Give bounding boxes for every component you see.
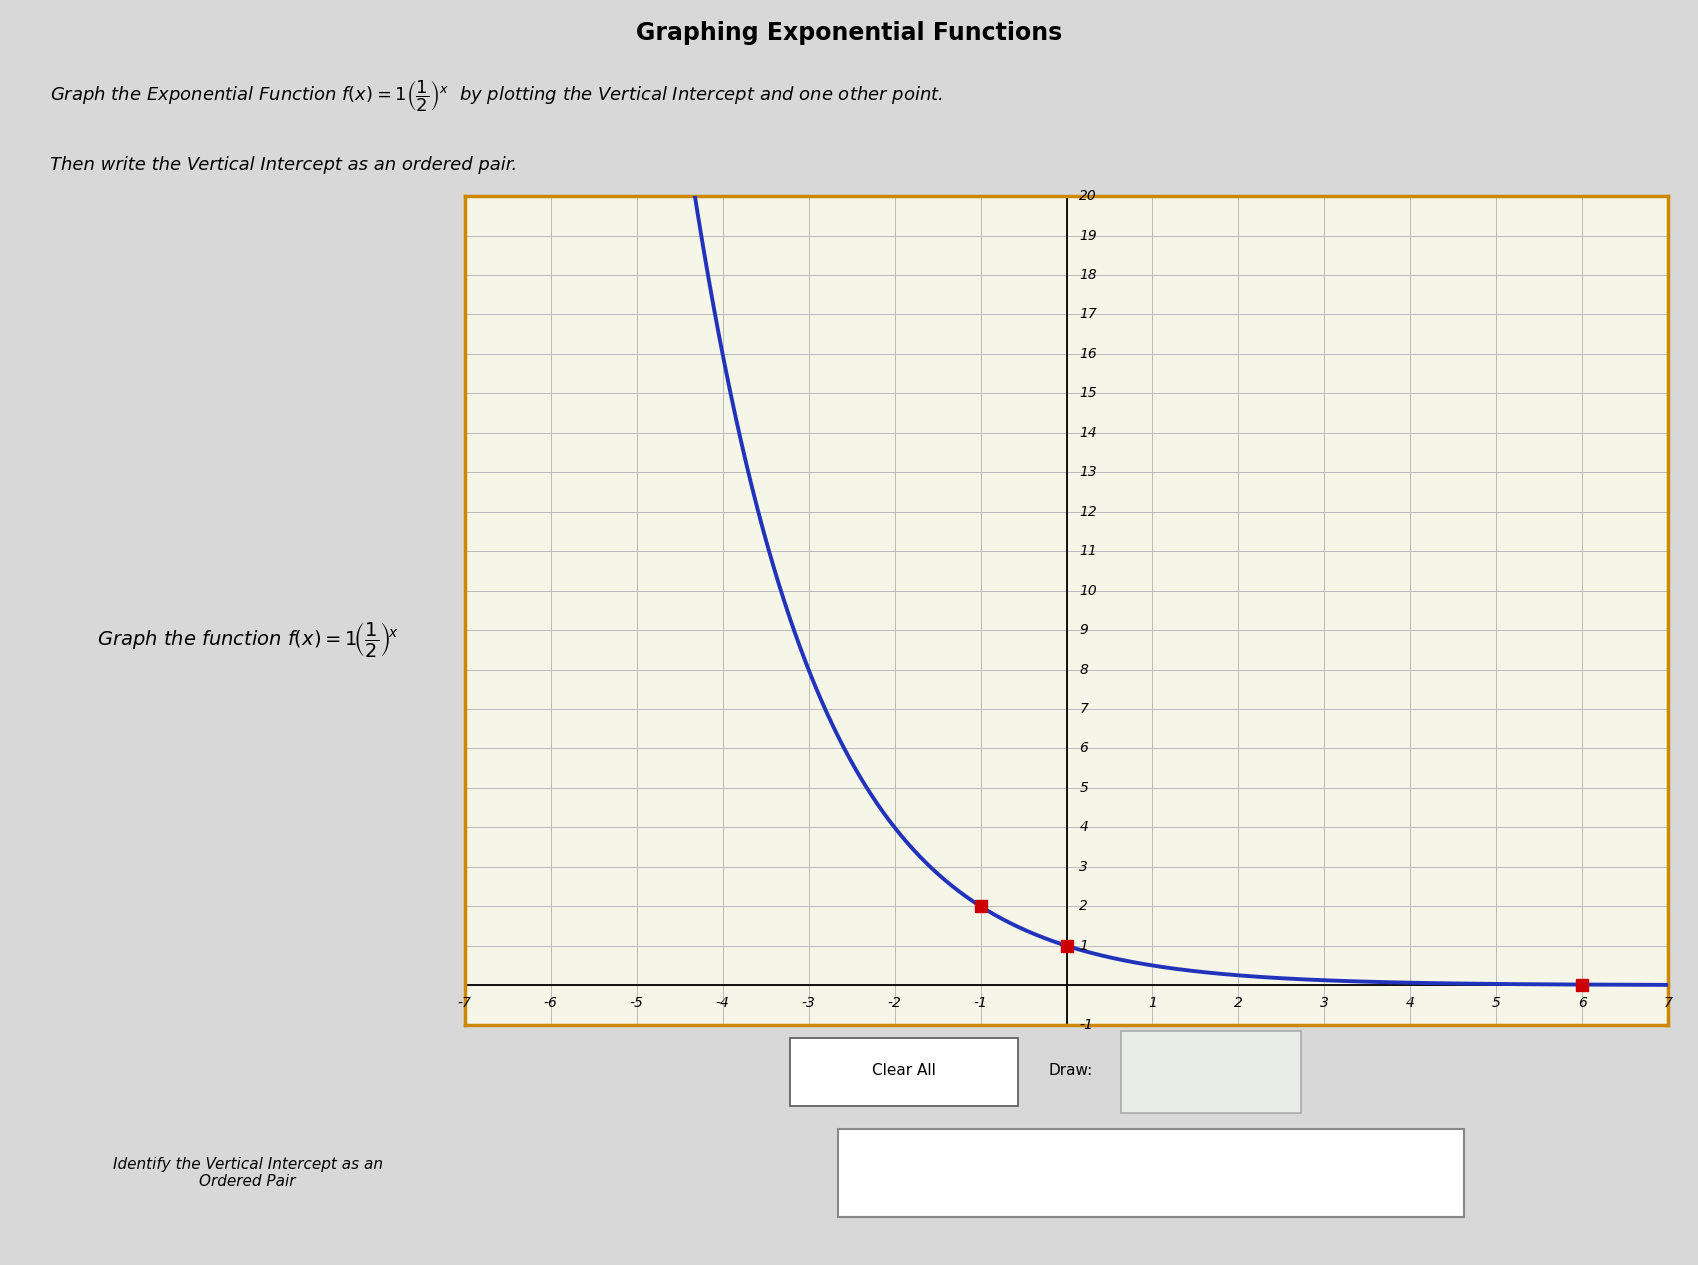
Text: 12: 12 bbox=[1078, 505, 1097, 519]
Text: 18: 18 bbox=[1078, 268, 1097, 282]
Text: Graph the Exponential Function $f(x) = 1\left(\dfrac{1}{2}\right)^x$  by plottin: Graph the Exponential Function $f(x) = 1… bbox=[51, 78, 942, 114]
Text: -1: -1 bbox=[1078, 1017, 1092, 1032]
Text: 19: 19 bbox=[1078, 229, 1097, 243]
Text: 7: 7 bbox=[1078, 702, 1088, 716]
Text: 16: 16 bbox=[1078, 347, 1097, 361]
Text: 3: 3 bbox=[1319, 997, 1328, 1011]
Text: 13: 13 bbox=[1078, 466, 1097, 479]
Text: 5: 5 bbox=[1491, 997, 1499, 1011]
Text: ✓: ✓ bbox=[927, 1157, 951, 1185]
Text: -2: -2 bbox=[886, 997, 902, 1011]
Text: 4: 4 bbox=[1406, 997, 1414, 1011]
Text: Graphing Exponential Functions: Graphing Exponential Functions bbox=[637, 22, 1061, 44]
Text: 14: 14 bbox=[1078, 426, 1097, 440]
Text: 4: 4 bbox=[1078, 821, 1088, 835]
Text: 7: 7 bbox=[1662, 997, 1673, 1011]
Text: 6: 6 bbox=[1078, 741, 1088, 755]
Text: -1: -1 bbox=[973, 997, 987, 1011]
Text: -3: -3 bbox=[801, 997, 815, 1011]
Text: Clear All: Clear All bbox=[871, 1063, 936, 1078]
Text: 2: 2 bbox=[1078, 899, 1088, 913]
Text: -7: -7 bbox=[457, 997, 472, 1011]
Text: 20: 20 bbox=[1078, 188, 1097, 204]
Text: 15: 15 bbox=[1078, 386, 1097, 400]
FancyBboxPatch shape bbox=[1121, 1031, 1301, 1113]
Text: -4: -4 bbox=[715, 997, 728, 1011]
Text: 6: 6 bbox=[1577, 997, 1586, 1011]
Text: -5: -5 bbox=[630, 997, 644, 1011]
Text: 2: 2 bbox=[1233, 997, 1243, 1011]
Text: 3: 3 bbox=[1078, 860, 1088, 874]
Text: Then write the Vertical Intercept as an ordered pair.: Then write the Vertical Intercept as an … bbox=[51, 157, 518, 175]
Text: -6: -6 bbox=[543, 997, 557, 1011]
Text: 9: 9 bbox=[1078, 624, 1088, 638]
Text: 1: 1 bbox=[1148, 997, 1156, 1011]
Text: Graph the function $f(x) = 1\!\left(\dfrac{1}{2}\right)^{\!x}$: Graph the function $f(x) = 1\!\left(\dfr… bbox=[97, 620, 399, 659]
Text: 17: 17 bbox=[1078, 307, 1097, 321]
Text: 1: 1 bbox=[1078, 939, 1088, 953]
Text: 11: 11 bbox=[1078, 544, 1097, 558]
Text: Identify the Vertical Intercept as an
Ordered Pair: Identify the Vertical Intercept as an Or… bbox=[112, 1157, 382, 1189]
Text: 10: 10 bbox=[1078, 583, 1097, 597]
Text: 5: 5 bbox=[1078, 781, 1088, 794]
FancyBboxPatch shape bbox=[790, 1037, 1017, 1106]
Text: Draw:: Draw: bbox=[1048, 1063, 1092, 1078]
FancyBboxPatch shape bbox=[837, 1130, 1464, 1217]
Text: 8: 8 bbox=[1078, 663, 1088, 677]
